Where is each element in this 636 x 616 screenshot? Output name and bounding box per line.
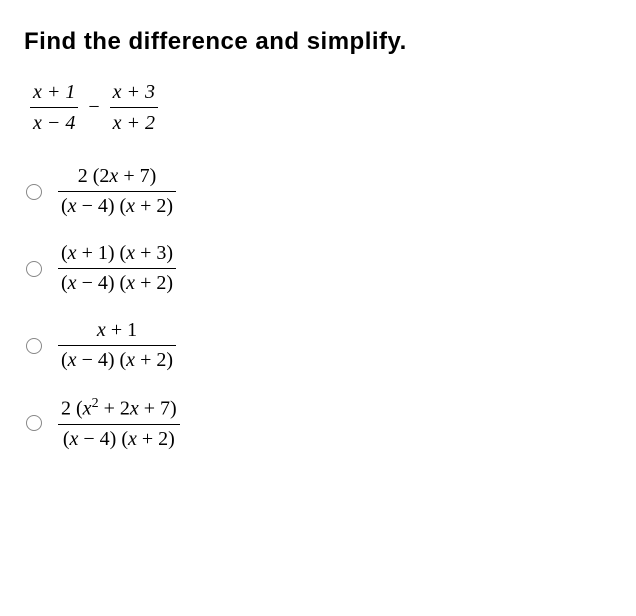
option-row[interactable]: 2 (2x + 7) (x − 4) (x + 2) bbox=[26, 163, 612, 220]
option-numerator: x + 1 bbox=[94, 317, 140, 344]
fraction-left: x + 1 x − 4 bbox=[30, 78, 78, 137]
question-container: Find the difference and simplify. x + 1 … bbox=[0, 0, 636, 481]
fraction-left-den: x − 4 bbox=[30, 109, 78, 137]
fraction-bar bbox=[58, 345, 176, 346]
fraction-right: x + 3 x + 2 bbox=[110, 78, 158, 137]
option-denominator: (x − 4) (x + 2) bbox=[58, 270, 176, 297]
radio-button[interactable] bbox=[26, 338, 42, 354]
fraction-bar bbox=[58, 424, 180, 425]
fraction-bar bbox=[110, 107, 158, 108]
option-fraction: 2 (2x + 7) (x − 4) (x + 2) bbox=[58, 163, 176, 220]
option-denominator: (x − 4) (x + 2) bbox=[58, 347, 176, 374]
options-list: 2 (2x + 7)(x − 4) (x + 2)(x + 1) (x + 3)… bbox=[26, 163, 612, 453]
fraction-left-num: x + 1 bbox=[30, 78, 78, 106]
option-fraction: x + 1 (x − 4) (x + 2) bbox=[58, 317, 176, 374]
option-fraction: (x + 1) (x + 3) (x − 4) (x + 2) bbox=[58, 240, 176, 297]
fraction-bar bbox=[30, 107, 78, 108]
option-row[interactable]: 2 (x2 + 2x + 7) (x − 4) (x + 2) bbox=[26, 394, 612, 453]
question-text: Find the difference and simplify. bbox=[24, 28, 612, 56]
minus-operator: − bbox=[88, 96, 99, 119]
fraction-right-num: x + 3 bbox=[110, 78, 158, 106]
option-fraction: 2 (x2 + 2x + 7) (x − 4) (x + 2) bbox=[58, 394, 180, 453]
fraction-bar bbox=[58, 191, 176, 192]
radio-button[interactable] bbox=[26, 415, 42, 431]
option-denominator: (x − 4) (x + 2) bbox=[60, 426, 178, 453]
fraction-right-den: x + 2 bbox=[110, 109, 158, 137]
radio-button[interactable] bbox=[26, 184, 42, 200]
option-numerator: 2 (2x + 7) bbox=[75, 163, 160, 190]
option-numerator: (x + 1) (x + 3) bbox=[58, 240, 176, 267]
fraction-bar bbox=[58, 268, 176, 269]
option-numerator: 2 (x2 + 2x + 7) bbox=[58, 394, 180, 423]
option-row[interactable]: x + 1 (x − 4) (x + 2) bbox=[26, 317, 612, 374]
option-row[interactable]: (x + 1) (x + 3) (x − 4) (x + 2) bbox=[26, 240, 612, 297]
radio-button[interactable] bbox=[26, 261, 42, 277]
option-denominator: (x − 4) (x + 2) bbox=[58, 193, 176, 220]
expression-row: x + 1 x − 4 − x + 3 x + 2 bbox=[30, 78, 612, 137]
